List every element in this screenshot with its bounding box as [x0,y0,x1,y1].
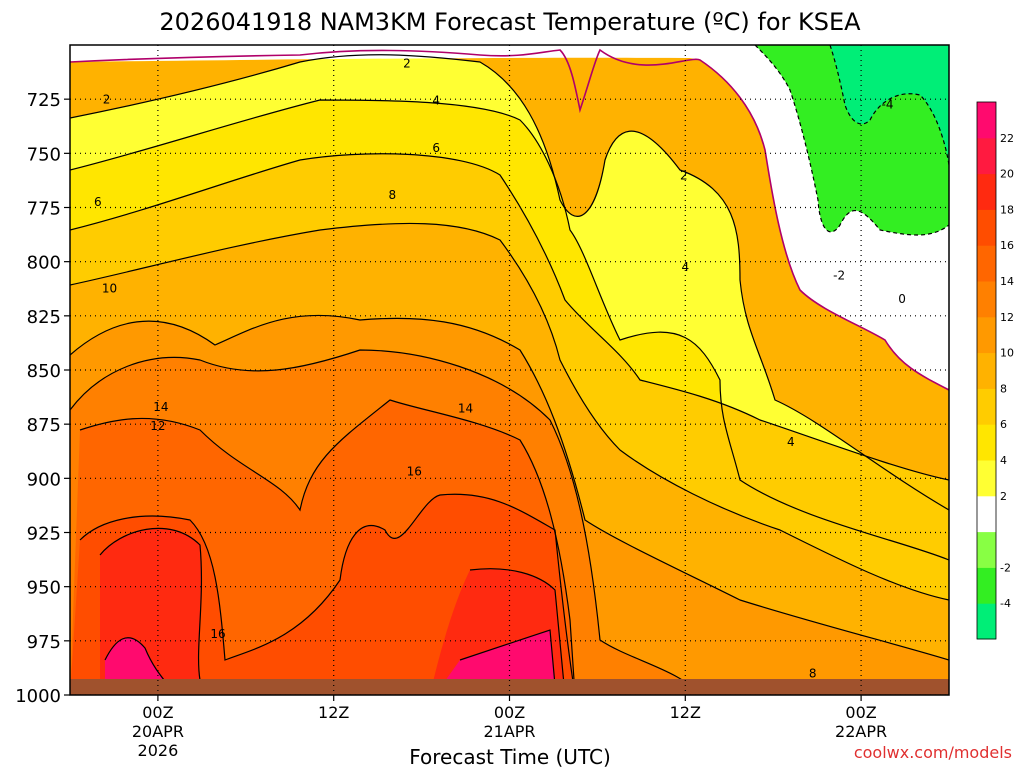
chart-title: 2026041918 NAM3KM Forecast Temperature (… [159,8,861,36]
vertical-gridlines [157,45,862,695]
credit-text: coolwx.com/models [854,743,1012,762]
colorbar-swatch [977,137,996,175]
colorbar-swatch [977,388,996,425]
colorbar-label: -2 [1000,561,1011,574]
x-axis-label: Forecast Time (UTC) [409,745,611,768]
contour-label: 2 [103,93,111,107]
colorbar-label: 4 [1000,454,1007,467]
contour-lines [70,54,949,695]
y-tick-label: 750 [27,144,61,165]
colorbar-swatch [977,316,996,354]
contour-label: 14 [153,400,168,414]
colorbar-swatch [977,495,996,533]
colorbar-border [976,101,997,640]
contour-label: 2 [403,57,411,71]
colorbar-swatch [977,531,996,568]
colorbar-label: 12 [1000,311,1014,324]
contour-label: 6 [432,141,440,155]
colorbar-swatch [977,281,996,318]
temp-band-18-20 [100,528,565,695]
contour-label: 4 [681,260,689,274]
x-tick-label: 12Z [318,703,349,722]
x-tick-label: 00Z [494,703,525,722]
temp-band-2-4 [70,54,949,695]
freezing-line-0c [70,48,949,391]
contour-label: 14 [458,401,473,415]
x-tick-label: 12Z [670,703,701,722]
colorbar-swatch [977,603,996,640]
contour-label: 10 [102,281,117,295]
y-tick-label: 875 [27,415,61,436]
colorbar: -4 -2 2 4 6 8 10 12 14 16 18 20 22 [976,101,1014,640]
colorbar-label: 8 [1000,382,1007,395]
colorbar-swatch [977,424,996,461]
contour-label: 4 [432,94,440,108]
x-tick-year: 2026 [138,741,179,760]
contour-label: 16 [210,627,225,641]
contour-label: 8 [388,188,396,202]
minus4-contour [829,45,949,166]
x-tick-date: 22APR [835,722,887,741]
contour-label: -4 [881,98,893,112]
y-tick-label: 925 [27,524,61,545]
contour-label: 16 [407,464,422,478]
contour-label: 4 [787,435,795,449]
colorbar-label: 16 [1000,239,1014,252]
contour-label: 12 [150,419,165,433]
y-tick-label: 825 [27,307,61,328]
contour-label: -2 [833,269,845,283]
y-tick-label: 975 [27,632,61,653]
x-tick-label: 00Z [142,703,173,722]
contour-labels: 2 2 2 4 4 4 6 6 8 8 10 12 14 14 16 16 -4 -2 0 [94,57,906,681]
ground-surface [70,679,949,695]
x-tick-label: 00Z [845,703,876,722]
colorbar-label: 14 [1000,275,1014,288]
y-tick-label: 800 [27,253,61,274]
contour-label: 0 [898,292,906,306]
colorbar-label: -4 [1000,597,1011,610]
colorbar-swatch [977,209,996,246]
colorbar-swatch [977,460,996,497]
y-tick-label: 725 [27,90,61,111]
colorbar-swatch [977,173,996,210]
cold-region-top-white [70,45,560,60]
colorbar-label: 6 [1000,418,1007,431]
y-tick-label: 850 [27,361,61,382]
contour-label: 6 [94,195,102,209]
colorbar-label: 10 [1000,347,1014,360]
y-tick-label: 1000 [15,686,61,707]
contour-label: 2 [680,169,688,183]
contour-label: 8 [809,666,817,680]
colorbar-label: 2 [1000,490,1007,503]
colorbar-swatch [977,245,996,282]
colorbar-swatch [977,352,996,389]
x-tick-date: 21APR [483,722,535,741]
y-tick-label: 775 [27,199,61,220]
temp-band-minus4 [830,45,949,165]
colorbar-label: 22 [1000,132,1014,145]
y-tick-label: 900 [27,469,61,490]
y-axis-ticks: 725 750 775 800 825 850 875 900 925 950 975 1000 [15,90,70,707]
y-tick-label: 950 [27,578,61,599]
colorbar-swatch [977,102,996,139]
minus2-contour [754,45,949,236]
colorbar-label: 18 [1000,203,1014,216]
x-tick-date: 20APR [132,722,184,741]
colorbar-label: 20 [1000,168,1014,181]
colorbar-swatch [977,567,996,604]
